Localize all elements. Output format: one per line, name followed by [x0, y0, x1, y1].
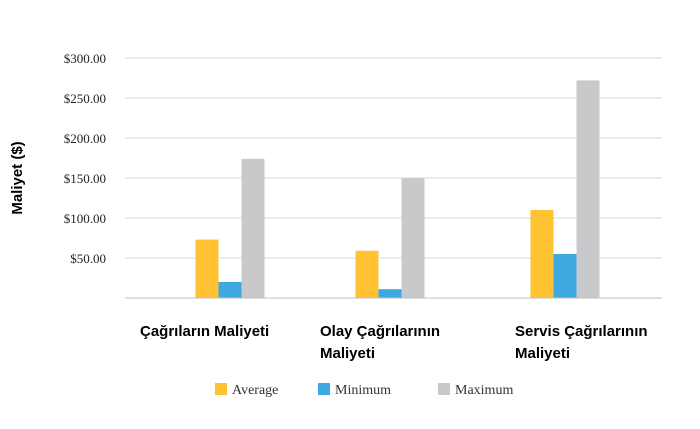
- category-label: Maliyeti: [515, 345, 570, 362]
- y-axis-tick-labels: $50.00 $100.00 $150.00 $200.00 $250.00 $300.0…: [64, 51, 106, 266]
- category-label: Olay Çağrılarının: [320, 323, 440, 340]
- bar-maximum: [576, 80, 600, 299]
- bar-maximum: [401, 178, 425, 298]
- legend-swatch-maximum: [438, 383, 450, 395]
- legend-label-minimum: Minimum: [335, 383, 391, 398]
- bar-average: [195, 239, 219, 298]
- bars: [195, 80, 600, 299]
- y-tick-label: $300.00: [64, 51, 106, 66]
- legend: Average Minimum Maximum: [215, 383, 513, 398]
- bar-average: [355, 250, 379, 298]
- y-tick-label: $100.00: [64, 211, 106, 226]
- y-axis-label: Maliyet ($): [9, 141, 26, 214]
- legend-label-average: Average: [232, 383, 278, 398]
- y-tick-label: $200.00: [64, 131, 106, 146]
- legend-swatch-average: [215, 383, 227, 395]
- y-tick-label: $50.00: [70, 251, 106, 266]
- legend-swatch-minimum: [318, 383, 330, 395]
- bar-minimum: [553, 254, 577, 298]
- category-label: Çağrıların Maliyeti: [140, 323, 269, 340]
- category-label: Servis Çağrılarının: [515, 323, 648, 340]
- category-labels: Çağrıların Maliyeti Olay Çağrılarının Mali…: [140, 323, 648, 362]
- legend-label-maximum: Maximum: [455, 383, 513, 398]
- bar-minimum: [378, 289, 402, 298]
- bar-minimum: [218, 282, 242, 298]
- y-tick-label: $250.00: [64, 91, 106, 106]
- category-label: Maliyeti: [320, 345, 375, 362]
- y-tick-label: $150.00: [64, 171, 106, 186]
- bar-maximum: [241, 158, 265, 298]
- bar-average: [530, 210, 554, 298]
